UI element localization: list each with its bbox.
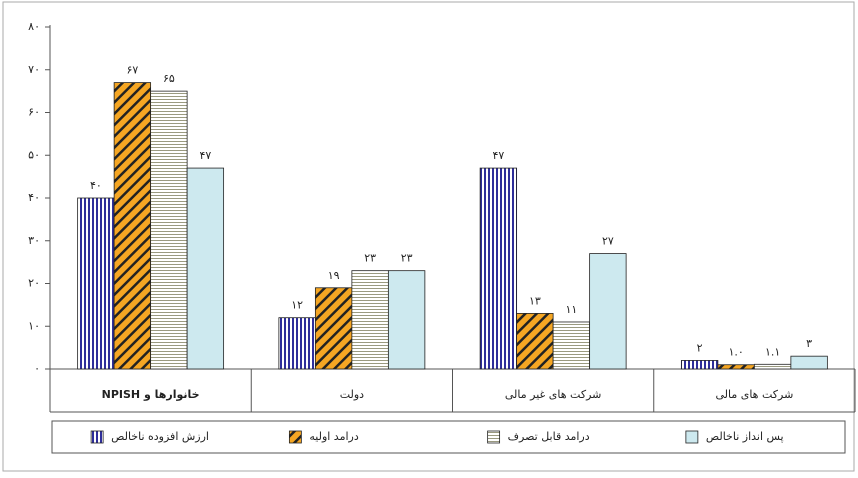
value-label: ۱۹ bbox=[328, 269, 340, 282]
bar bbox=[753, 363, 792, 370]
bar bbox=[552, 321, 591, 370]
legend-label: درامد قابل تصرف bbox=[508, 430, 590, 443]
value-label: ۴۷ bbox=[492, 149, 504, 162]
legend-label: درامد اولیه bbox=[309, 430, 358, 443]
y-tick-label: ۲۰ bbox=[28, 277, 40, 290]
value-label: ۱۱ bbox=[565, 303, 577, 316]
bar bbox=[479, 167, 518, 370]
value-label: ۱۲ bbox=[291, 299, 303, 312]
legend-swatch bbox=[90, 430, 104, 444]
bar bbox=[790, 355, 828, 370]
value-label: ۶۷ bbox=[126, 64, 138, 77]
y-tick-label: ۷۰ bbox=[28, 63, 40, 76]
bar bbox=[150, 90, 188, 370]
value-label: ۱.۰ bbox=[728, 346, 743, 359]
y-tick-label: ۶۰ bbox=[28, 106, 40, 119]
bar bbox=[113, 82, 152, 370]
legend-swatch bbox=[487, 430, 501, 444]
bar bbox=[516, 313, 554, 370]
value-label: ۳ bbox=[806, 337, 812, 350]
value-label: ۱.۱ bbox=[765, 345, 780, 358]
legend-swatch bbox=[288, 430, 302, 444]
x-tick-label: شرکت های غیر مالی bbox=[505, 388, 601, 401]
value-label: ۴۷ bbox=[199, 149, 211, 162]
bar bbox=[387, 270, 426, 370]
x-tick-label: شرکت های مالی bbox=[715, 388, 793, 401]
value-label: ۲ bbox=[697, 341, 703, 354]
value-label: ۶۵ bbox=[163, 72, 175, 85]
value-label: ۲۳ bbox=[364, 252, 376, 265]
y-tick-label: ۵۰ bbox=[28, 148, 40, 161]
bar bbox=[314, 287, 353, 370]
bar bbox=[717, 364, 755, 370]
bar bbox=[77, 197, 115, 370]
bar bbox=[589, 253, 627, 370]
value-label: ۴۰ bbox=[90, 179, 102, 192]
bar bbox=[186, 167, 225, 370]
y-tick-label: ۳۰ bbox=[28, 234, 40, 247]
legend-label: پس انداز ناخالص bbox=[706, 430, 784, 443]
value-label: ۲۳ bbox=[401, 252, 413, 265]
value-label: ۱۳ bbox=[529, 294, 541, 307]
value-label: ۲۷ bbox=[602, 235, 614, 248]
y-tick-label: ۰ bbox=[34, 362, 40, 375]
x-tick-label: دولت bbox=[340, 388, 364, 401]
y-tick-label: ۴۰ bbox=[28, 191, 40, 204]
legend-box bbox=[51, 420, 846, 454]
bar bbox=[351, 270, 389, 370]
y-tick-label: ۱۰ bbox=[28, 319, 40, 332]
bar bbox=[278, 317, 316, 370]
y-tick-label: ۸۰ bbox=[28, 20, 40, 33]
x-tick-label: خانوارها و NPISH bbox=[102, 388, 200, 401]
legend-label: ارزش افزوده ناخالص bbox=[111, 430, 209, 443]
bar bbox=[680, 360, 719, 370]
legend-swatch bbox=[685, 430, 699, 444]
